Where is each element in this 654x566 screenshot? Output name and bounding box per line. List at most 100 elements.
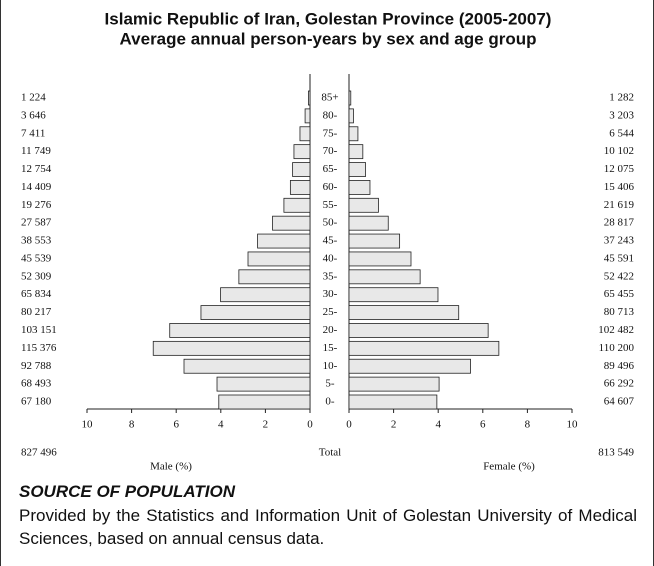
bar [348, 197, 379, 213]
count-label: 80 713 [604, 306, 635, 318]
x-tick-label: 0 [346, 419, 352, 431]
bar [289, 180, 311, 195]
bar [169, 323, 311, 338]
count-label: 80 217 [21, 306, 52, 318]
bar [348, 251, 412, 267]
bar [238, 269, 311, 285]
bar [308, 90, 311, 106]
count-label: 11 749 [21, 145, 51, 157]
x-tick-label: 6 [480, 419, 486, 431]
count-label: 19 276 [21, 199, 52, 211]
age-label: 85+ [321, 92, 338, 104]
age-label: 15- [323, 342, 338, 354]
bar [293, 144, 311, 160]
age-label: 35- [323, 270, 338, 282]
age-label: 40- [323, 252, 338, 264]
bar [200, 305, 311, 320]
count-label: 65 455 [604, 288, 635, 300]
bar [218, 394, 311, 410]
count-label: 27 587 [21, 217, 52, 229]
age-label: 50- [323, 217, 338, 229]
bar [152, 340, 311, 356]
bar [304, 108, 311, 124]
chart: Islamic Republic of Iran, Golestan Provi… [21, 9, 635, 473]
bar [348, 358, 471, 374]
count-label: 52 309 [21, 270, 52, 282]
count-label: 3 203 [609, 109, 634, 121]
count-label: 10 102 [604, 145, 634, 157]
bar [183, 358, 311, 374]
age-label: 5- [325, 378, 335, 390]
bar [348, 90, 352, 106]
bar [348, 180, 371, 195]
x-tick-label: 8 [525, 419, 531, 431]
count-label: 7 411 [21, 127, 45, 139]
age-label: 20- [323, 324, 338, 336]
bar [348, 162, 366, 177]
bar [247, 251, 311, 267]
age-label: 80- [323, 109, 338, 121]
x-tick-label: 2 [263, 419, 269, 431]
male-axis-label: Male (%) [150, 461, 192, 473]
age-label: 65- [323, 163, 338, 175]
count-label: 1 282 [609, 92, 634, 104]
count-label: 52 422 [604, 270, 634, 282]
bar [348, 144, 364, 160]
age-label: 55- [323, 199, 338, 211]
source-heading: SOURCE OF POPULATION [19, 482, 235, 501]
count-label: 67 180 [21, 396, 52, 408]
age-label: 25- [323, 306, 338, 318]
age-label: 75- [323, 127, 338, 139]
bar [272, 215, 311, 231]
x-tick-label: 4 [218, 419, 224, 431]
x-tick-label: 10 [567, 419, 579, 431]
count-label: 1 224 [21, 92, 46, 104]
chart-subtitle: Average annual person-years by sex and a… [120, 29, 537, 48]
count-label: 92 788 [21, 360, 52, 372]
count-label: 14 409 [21, 181, 52, 193]
count-label: 102 482 [598, 324, 634, 336]
bar [292, 162, 311, 177]
count-label: 38 553 [21, 235, 52, 247]
bar [348, 233, 401, 249]
count-label: 21 619 [604, 199, 635, 211]
x-tick-label: 2 [391, 419, 397, 431]
age-label: 60- [323, 181, 338, 193]
count-label: 115 376 [21, 342, 57, 354]
count-label: 66 292 [604, 378, 634, 390]
bar [348, 376, 440, 392]
x-tick-label: 0 [307, 419, 313, 431]
count-label: 15 406 [604, 181, 635, 193]
female-axis-label: Female (%) [483, 461, 535, 473]
bar [348, 215, 389, 231]
x-tick-label: 4 [435, 419, 441, 431]
count-label: 3 646 [21, 109, 46, 121]
count-label: 103 151 [21, 324, 57, 336]
age-label: 45- [323, 235, 338, 247]
count-label: 45 539 [21, 252, 52, 264]
count-label: 65 834 [21, 288, 52, 300]
bar [216, 376, 311, 392]
bar [220, 287, 311, 303]
bar [348, 394, 438, 410]
count-label: 45 591 [604, 252, 634, 264]
bar [348, 108, 354, 124]
bar [348, 305, 460, 320]
count-label: 12 754 [21, 163, 52, 175]
chart-title: Islamic Republic of Iran, Golestan Provi… [105, 9, 552, 28]
age-label: 0- [325, 396, 335, 408]
bar [348, 323, 489, 338]
count-label: 12 075 [604, 163, 635, 175]
x-tick-label: 8 [129, 419, 135, 431]
bar [283, 197, 311, 213]
count-label: 89 496 [604, 360, 635, 372]
bar [348, 269, 421, 285]
age-label: 30- [323, 288, 338, 300]
bar [299, 126, 311, 142]
count-label: 28 817 [604, 217, 635, 229]
count-label: 37 243 [604, 235, 635, 247]
bar [257, 233, 311, 249]
count-label: 6 544 [609, 127, 634, 139]
source-text: Provided by the Statistics and Informati… [19, 506, 637, 548]
